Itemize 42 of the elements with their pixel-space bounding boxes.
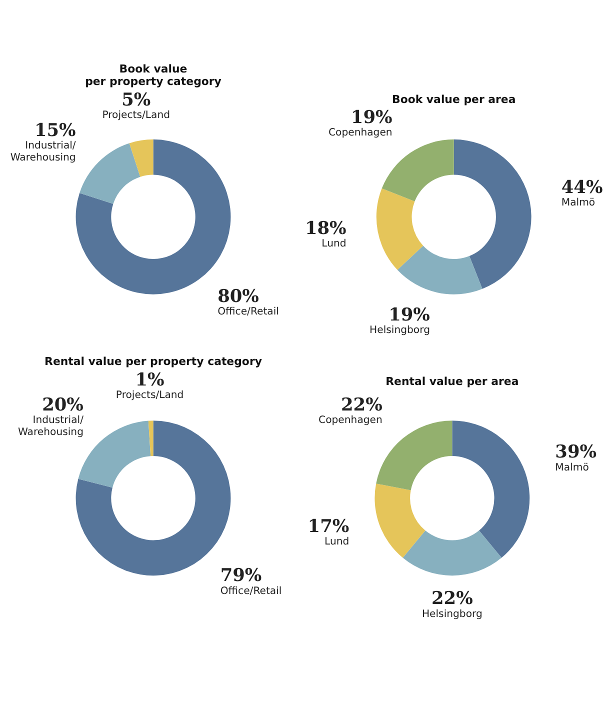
- slice-label: Malmö: [555, 462, 589, 474]
- data-label: 19%: [388, 304, 430, 326]
- data-label: 5%: [122, 89, 151, 110]
- data-label: 15%: [34, 120, 76, 142]
- donut-slice: [397, 246, 482, 294]
- slice-label: Lund: [324, 536, 350, 548]
- chart-title: Book value per area: [392, 92, 516, 106]
- data-label: 44%: [561, 177, 603, 198]
- data-label: 22%: [341, 394, 383, 416]
- donut-slice: [454, 139, 532, 289]
- donut-slice: [129, 139, 154, 177]
- slice-label: Malmö: [561, 198, 596, 209]
- donut-slice: [376, 188, 424, 270]
- slice-label: Copenhagen: [318, 415, 382, 426]
- slice-label: Helsingborg: [370, 324, 430, 336]
- chart-title: Rental value per property category: [44, 355, 262, 368]
- data-label: 79%: [220, 565, 262, 586]
- chart-title: Rental value per area: [386, 374, 519, 388]
- slice-label: Lund: [322, 238, 346, 250]
- donut-slice: [452, 420, 530, 558]
- donut-slice: [382, 139, 454, 202]
- data-label: 18%: [304, 218, 347, 240]
- slice-label: Projects/Land: [102, 110, 170, 122]
- slice-label: Industrial/ Warehousing: [18, 415, 84, 438]
- slice-label: Helsingborg: [422, 608, 482, 620]
- data-label: 20%: [42, 394, 84, 416]
- donut-slice: [80, 143, 140, 204]
- data-label: 80%: [218, 286, 260, 308]
- data-label: 22%: [431, 588, 474, 610]
- data-label: 17%: [308, 516, 350, 537]
- donut-slice: [374, 484, 426, 558]
- data-label: 39%: [555, 442, 597, 463]
- donut-slice: [402, 530, 502, 576]
- donut-slice: [148, 420, 154, 456]
- slice-label: Industrial/ Warehousing: [10, 140, 76, 164]
- slice-label: Projects/Land: [116, 390, 184, 401]
- data-label: 19%: [350, 106, 393, 128]
- slice-label: Office/Retail: [218, 306, 279, 318]
- chart-title: Book value per property category: [85, 62, 222, 88]
- data-label: 1%: [135, 369, 165, 390]
- slice-label: Copenhagen: [328, 128, 392, 139]
- slice-label: Office/Retail: [220, 586, 282, 597]
